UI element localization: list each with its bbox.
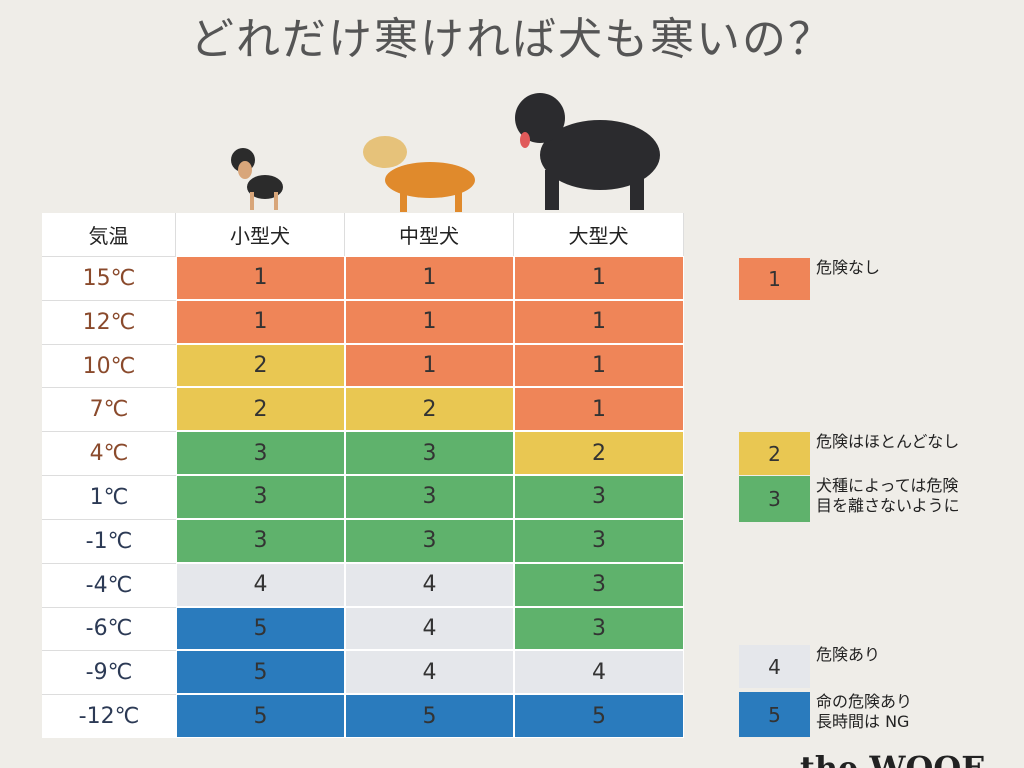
temperature: 7℃ bbox=[42, 387, 176, 432]
small-dog bbox=[231, 148, 283, 210]
legend-swatch: 5 bbox=[739, 692, 810, 737]
risk-cell: 5 bbox=[514, 694, 684, 738]
temperature: -6℃ bbox=[42, 606, 176, 651]
title: どれだけ寒ければ犬も寒いの？ bbox=[190, 14, 834, 65]
risk-cell: 4 bbox=[345, 606, 514, 651]
legend-swatch: 3 bbox=[739, 476, 810, 522]
legend-line: 目を離さないように bbox=[816, 496, 960, 515]
legend-line: 命の危険あり bbox=[816, 692, 913, 711]
footer-logo: the WOOF bbox=[800, 749, 984, 768]
temperature: -12℃ bbox=[42, 694, 176, 738]
risk-cell: 4 bbox=[514, 650, 684, 695]
legend-swatch: 1 bbox=[739, 258, 810, 300]
medium-dog bbox=[363, 136, 475, 212]
legend-text: 危険あり bbox=[816, 645, 1016, 688]
risk-cell: 1 bbox=[345, 256, 514, 300]
legend-line: 危険はほとんどなし bbox=[816, 432, 960, 451]
legend-line: 長時間は NG bbox=[816, 712, 910, 731]
large-dog bbox=[515, 93, 660, 210]
risk-cell: 3 bbox=[514, 475, 684, 519]
risk-cell: 1 bbox=[514, 256, 684, 300]
temperature: 12℃ bbox=[42, 299, 176, 344]
risk-cell: 1 bbox=[345, 343, 514, 388]
risk-cell: 5 bbox=[176, 650, 345, 695]
risk-cell: 5 bbox=[176, 606, 345, 651]
column-header: 気温 bbox=[42, 213, 176, 256]
column-header: 中型犬 bbox=[345, 213, 514, 256]
risk-cell: 3 bbox=[176, 518, 345, 563]
legend-text: 危険はほとんどなし bbox=[816, 432, 1016, 475]
temperature: 15℃ bbox=[42, 256, 176, 300]
dogs bbox=[231, 93, 660, 212]
risk-cell: 1 bbox=[514, 299, 684, 344]
temperature: -4℃ bbox=[42, 562, 176, 607]
risk-cell: 1 bbox=[514, 387, 684, 432]
legend-line: 危険なし bbox=[816, 258, 881, 277]
risk-cell: 2 bbox=[345, 387, 514, 432]
temperature: -1℃ bbox=[42, 518, 176, 563]
temperature: 4℃ bbox=[42, 431, 176, 476]
column-header: 大型犬 bbox=[514, 213, 684, 256]
risk-cell: 3 bbox=[345, 475, 514, 519]
legend-swatch: 4 bbox=[739, 645, 810, 688]
risk-cell: 1 bbox=[514, 343, 684, 388]
legend-text: 犬種によっては危険 目を離さないように bbox=[816, 476, 1016, 522]
legend-text: 命の危険あり 長時間は NG bbox=[816, 692, 1016, 737]
column-header: 小型犬 bbox=[176, 213, 345, 256]
risk-cell: 1 bbox=[176, 299, 345, 344]
risk-cell: 4 bbox=[176, 562, 345, 607]
risk-cell: 2 bbox=[176, 387, 345, 432]
risk-cell: 1 bbox=[345, 299, 514, 344]
risk-cell: 3 bbox=[345, 431, 514, 476]
legend-line: 犬種によっては危険 bbox=[816, 476, 959, 495]
risk-cell: 3 bbox=[345, 518, 514, 563]
risk-cell: 4 bbox=[345, 562, 514, 607]
risk-cell: 2 bbox=[176, 343, 345, 388]
risk-cell: 3 bbox=[176, 431, 345, 476]
temperature: 10℃ bbox=[42, 343, 176, 388]
risk-cell: 3 bbox=[514, 562, 684, 607]
risk-cell: 3 bbox=[514, 518, 684, 563]
risk-cell: 1 bbox=[176, 256, 345, 300]
temperature: -9℃ bbox=[42, 650, 176, 695]
temperature: 1℃ bbox=[42, 475, 176, 519]
legend-line: 危険あり bbox=[816, 645, 881, 664]
risk-cell: 3 bbox=[176, 475, 345, 519]
legend-text: 危険なし bbox=[816, 258, 1016, 300]
risk-cell: 5 bbox=[176, 694, 345, 738]
risk-cell: 4 bbox=[345, 650, 514, 695]
risk-cell: 5 bbox=[345, 694, 514, 738]
risk-cell: 3 bbox=[514, 606, 684, 651]
risk-cell: 2 bbox=[514, 431, 684, 476]
legend-swatch: 2 bbox=[739, 432, 810, 475]
